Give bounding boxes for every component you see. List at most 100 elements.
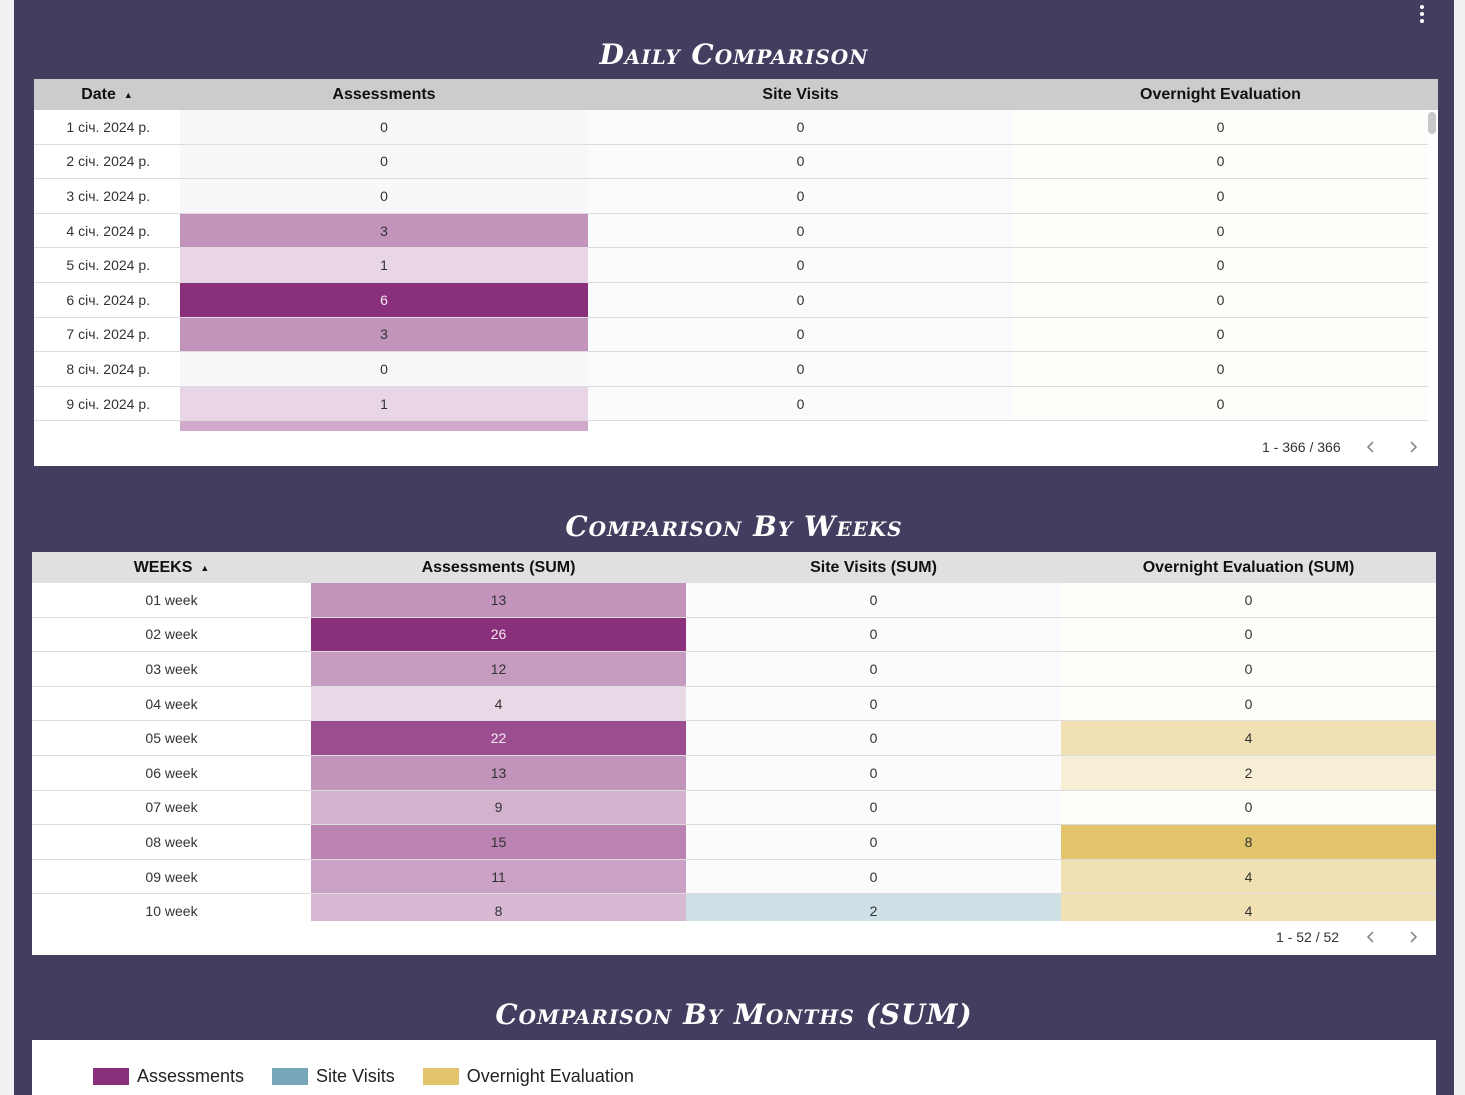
- chevron-left-icon[interactable]: [1363, 439, 1379, 455]
- table-row: 7 січ. 2024 р. 3 0 0: [34, 317, 1428, 353]
- table-row: 10 week 8 2 4: [32, 894, 1436, 921]
- chevron-left-icon[interactable]: [1363, 929, 1379, 945]
- legend-swatch: [93, 1068, 129, 1085]
- cell-assessments: 0: [180, 352, 588, 386]
- daily-rows: 1 січ. 2024 р. 0 0 0 2 січ. 2024 р. 0 0 0 3 січ.…: [34, 110, 1428, 432]
- header-assessments-sum[interactable]: Assessments (SUM): [421, 558, 576, 576]
- table-row: 07 week 9 0 0: [32, 790, 1436, 826]
- cell-overnight-evaluation: 8: [1061, 825, 1436, 859]
- header-overnight-evaluation-sum[interactable]: Overnight Evaluation (SUM): [1142, 558, 1355, 576]
- header-site-visits[interactable]: Site Visits: [762, 85, 839, 103]
- cell-overnight-evaluation: 4: [1061, 894, 1436, 921]
- cell-overnight-evaluation: 0: [1061, 583, 1436, 617]
- cell-overnight-evaluation: 0: [1013, 144, 1428, 179]
- sort-asc-icon: ▲: [200, 562, 210, 573]
- pagination-label: 1 - 52 / 52: [1276, 929, 1340, 945]
- weekly-comparison-table: WEEKS ▲ Assessments (SUM) Site Visits (SU…: [32, 552, 1436, 955]
- legend-item-site-visits[interactable]: Site Visits: [272, 1066, 395, 1087]
- cell-overnight-evaluation: 0: [1061, 790, 1436, 825]
- cell-assessments: 26: [311, 617, 686, 652]
- cell-site-visits: 0: [588, 317, 1013, 352]
- monthly-comparison-title: Comparison By Months (SUM): [495, 998, 973, 1031]
- cell-week: 03 week: [32, 652, 311, 686]
- cell-week: 04 week: [32, 686, 311, 721]
- table-row: 02 week 26 0 0: [32, 617, 1436, 653]
- cell-week: 06 week: [32, 755, 311, 790]
- cell-overnight-evaluation: 0: [1013, 248, 1428, 282]
- cell-site-visits: 0: [588, 179, 1013, 213]
- cell-overnight-evaluation: 4: [1061, 721, 1436, 755]
- daily-comparison-table: Date ▲ Assessments Site Visits Overnight …: [34, 79, 1438, 466]
- chevron-right-icon[interactable]: [1405, 439, 1421, 455]
- cell-date: [34, 421, 180, 432]
- table-row: 9 січ. 2024 р. 1 0 0: [34, 386, 1428, 422]
- cell-week: 10 week: [32, 894, 311, 921]
- table-row: 4 січ. 2024 р. 3 0 0: [34, 213, 1428, 249]
- header-weeks[interactable]: WEEKS ▲: [133, 558, 210, 576]
- cell-assessments: 9: [311, 790, 686, 825]
- table-row: 05 week 22 0 4: [32, 721, 1436, 756]
- cell-site-visits: 0: [686, 825, 1061, 859]
- cell-assessments: 1: [180, 248, 588, 282]
- cell-overnight-evaluation: 0: [1013, 282, 1428, 317]
- table-row: 6 січ. 2024 р. 6 0 0: [34, 282, 1428, 318]
- cell-site-visits: 0: [686, 721, 1061, 755]
- cell-date: 3 січ. 2024 р.: [34, 179, 180, 213]
- cell-site-visits: 0: [686, 617, 1061, 652]
- cell-assessments: 0: [180, 179, 588, 213]
- cell-assessments: 3: [180, 317, 588, 352]
- table-header: WEEKS ▲ Assessments (SUM) Site Visits (SU…: [32, 552, 1436, 583]
- table-row: 8 січ. 2024 р. 0 0 0: [34, 352, 1428, 387]
- cell-overnight-evaluation: 0: [1013, 386, 1428, 421]
- cell-week: 09 week: [32, 859, 311, 894]
- table-row: 1 січ. 2024 р. 0 0 0: [34, 110, 1428, 145]
- header-site-visits-sum[interactable]: Site Visits (SUM): [810, 558, 937, 576]
- cell-assessments: 1: [180, 386, 588, 421]
- cell-site-visits: 0: [588, 110, 1013, 144]
- cell-assessments: 4: [311, 686, 686, 721]
- more-options-icon[interactable]: [1410, 4, 1434, 24]
- cell-assessments: 22: [311, 721, 686, 755]
- cell-overnight-evaluation: 0: [1061, 617, 1436, 652]
- cell-assessments: [180, 421, 588, 432]
- chevron-right-icon[interactable]: [1405, 929, 1421, 945]
- legend-item-overnight-evaluation[interactable]: Overnight Evaluation: [422, 1066, 634, 1087]
- header-assessments[interactable]: Assessments: [332, 85, 436, 103]
- weekly-rows: 01 week 13 0 0 02 week 26 0 0 03 week 12 0 0 04 week…: [32, 583, 1436, 921]
- cell-overnight-evaluation: 0: [1013, 179, 1428, 213]
- header-date[interactable]: Date ▲: [81, 85, 133, 103]
- cell-site-visits: 0: [588, 144, 1013, 179]
- table-row: 08 week 15 0 8: [32, 825, 1436, 860]
- cell-site-visits: 0: [588, 213, 1013, 248]
- cell-assessments: 13: [311, 755, 686, 790]
- cell-overnight-evaluation: 0: [1013, 317, 1428, 352]
- table-row-partial: [34, 421, 1428, 432]
- cell-site-visits: 0: [686, 859, 1061, 894]
- cell-week: 01 week: [32, 583, 311, 617]
- cell-assessments: 11: [311, 859, 686, 894]
- table-row: 2 січ. 2024 р. 0 0 0: [34, 144, 1428, 180]
- cell-overnight-evaluation: 0: [1013, 213, 1428, 248]
- monthly-chart-panel: Assessments Site Visits Overnight Evalua…: [32, 1040, 1436, 1095]
- cell-site-visits: 0: [588, 248, 1013, 282]
- cell-overnight-evaluation: 0: [1061, 686, 1436, 721]
- header-overnight-evaluation[interactable]: Overnight Evaluation: [1140, 85, 1301, 103]
- cell-week: 07 week: [32, 790, 311, 825]
- cell-site-visits: 0: [588, 386, 1013, 421]
- cell-overnight-evaluation: 2: [1061, 755, 1436, 790]
- table-row: 5 січ. 2024 р. 1 0 0: [34, 248, 1428, 283]
- cell-site-visits: 0: [686, 652, 1061, 686]
- table-row: 06 week 13 0 2: [32, 755, 1436, 791]
- cell-assessments: 0: [180, 144, 588, 179]
- cell-week: 02 week: [32, 617, 311, 652]
- cell-assessments: 15: [311, 825, 686, 859]
- legend-item-assessments[interactable]: Assessments: [93, 1066, 244, 1087]
- cell-site-visits: 0: [588, 282, 1013, 317]
- scrollbar-thumb[interactable]: [1428, 112, 1436, 134]
- cell-date: 7 січ. 2024 р.: [34, 317, 180, 352]
- cell-assessments: 6: [180, 282, 588, 317]
- table-header: Date ▲ Assessments Site Visits Overnight …: [34, 79, 1438, 110]
- cell-site-visits: 0: [686, 790, 1061, 825]
- cell-site-visits: 0: [588, 352, 1013, 386]
- cell-week: 05 week: [32, 721, 311, 755]
